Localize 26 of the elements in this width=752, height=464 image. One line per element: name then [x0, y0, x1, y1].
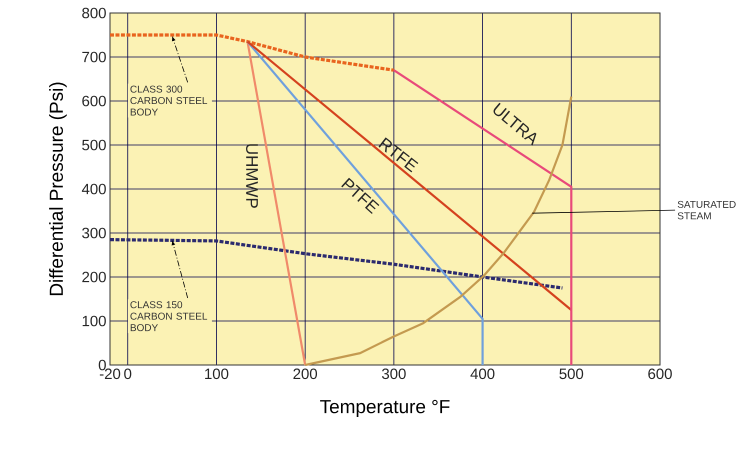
y-tick-label: 700 [82, 52, 106, 62]
text: CLASS 300 CARBON STEEL BODY [130, 86, 208, 116]
x-tick-label: 300 [382, 368, 406, 380]
y-tick-label: 300 [82, 228, 106, 238]
y-tick-label: 100 [82, 316, 106, 326]
y-tick-label: 0 [98, 360, 106, 370]
x-axis-title: Temperature °F [320, 400, 450, 418]
line-series [108, 33, 396, 72]
y-tick-label: 800 [82, 8, 106, 18]
x-tick-label: 0 [124, 368, 132, 380]
text: UHMWP [246, 144, 258, 208]
y-tick-label: 400 [82, 184, 106, 194]
y-tick-label: 500 [82, 140, 106, 150]
line-series [108, 238, 564, 290]
y-tick-label: 600 [82, 96, 106, 106]
x-tick-label: 200 [293, 368, 318, 380]
text: CLASS 150 CARBON STEEL BODY [130, 301, 208, 332]
y-axis-title: Differential Pressure (Psi) [49, 82, 67, 296]
x-tick-label: 400 [470, 368, 494, 380]
x-tick-label: -20 [100, 368, 120, 380]
x-tick-label: 500 [559, 368, 584, 380]
text: SATURATED STEAM [678, 200, 736, 220]
y-tick-label: 200 [82, 272, 106, 282]
line-series [304, 96, 572, 366]
x-tick-label: 100 [205, 368, 228, 380]
x-tick-label: 600 [648, 368, 672, 380]
